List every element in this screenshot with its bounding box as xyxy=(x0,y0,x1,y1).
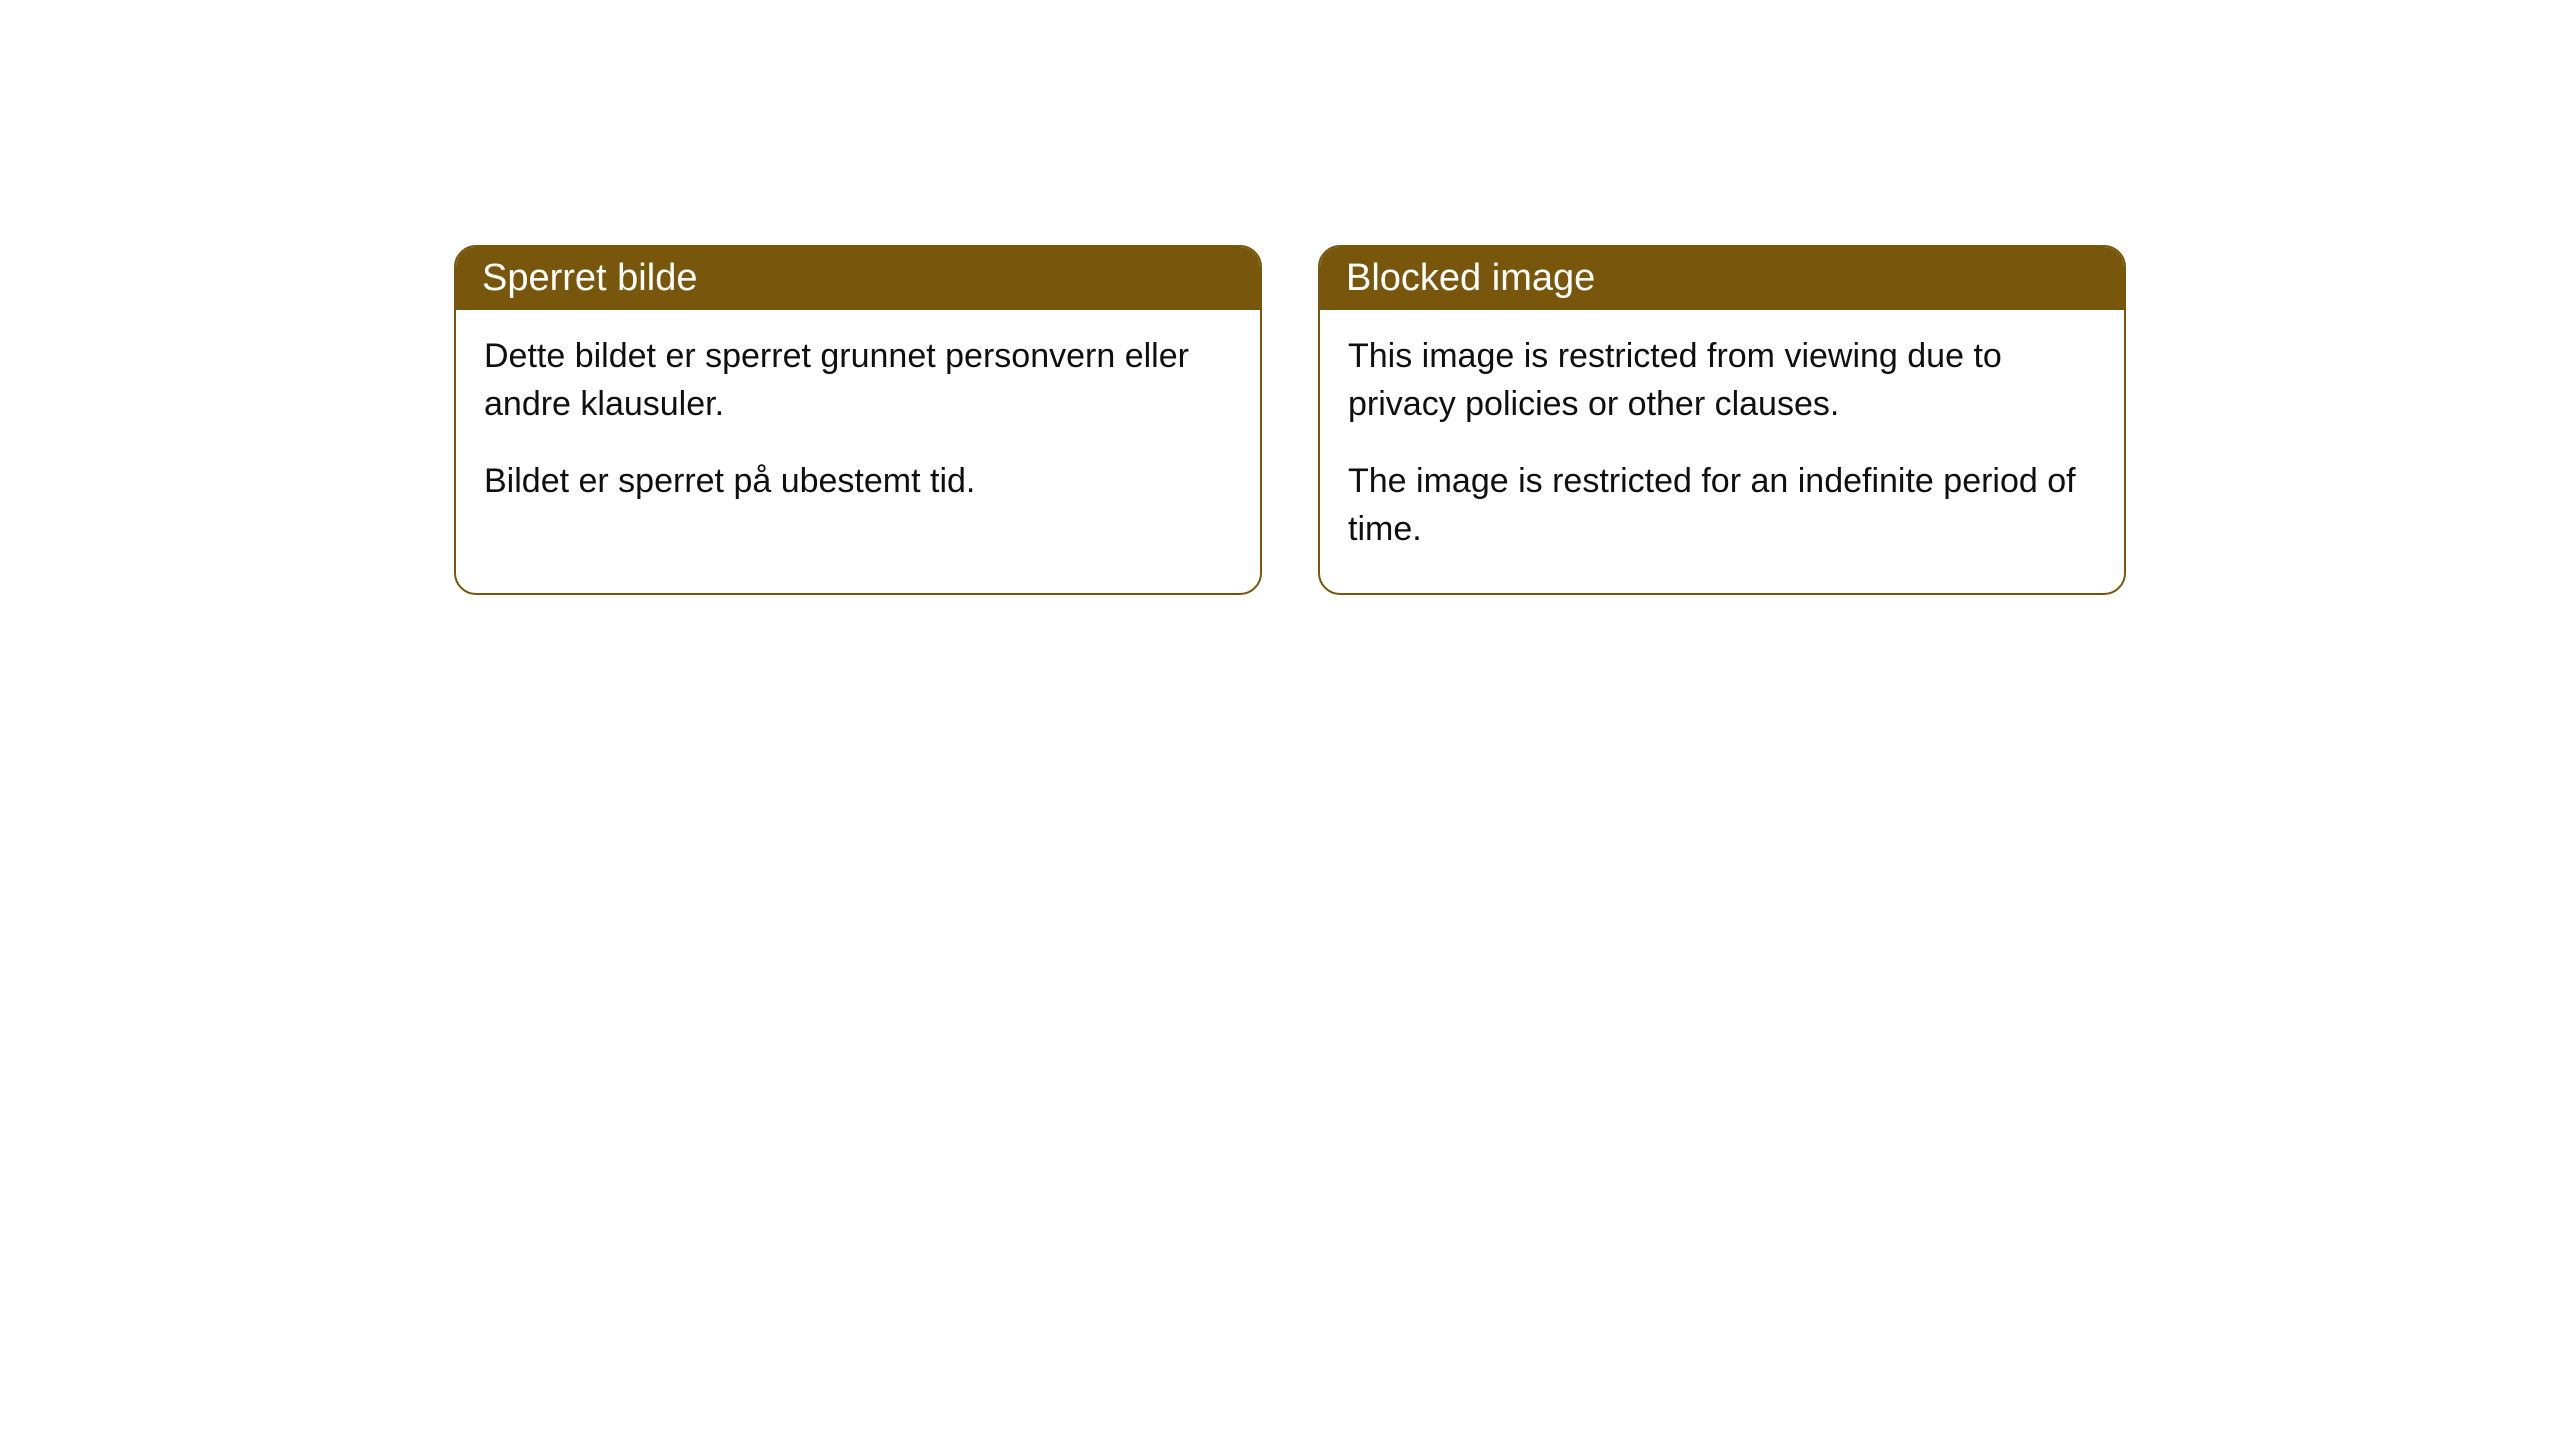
notice-header: Sperret bilde xyxy=(456,247,1260,310)
notice-header: Blocked image xyxy=(1320,247,2124,310)
notice-card-english: Blocked image This image is restricted f… xyxy=(1318,245,2126,595)
notice-paragraph-1: This image is restricted from viewing du… xyxy=(1348,332,2096,429)
notice-title: Blocked image xyxy=(1346,257,1595,299)
notice-body: Dette bildet er sperret grunnet personve… xyxy=(456,310,1260,545)
notice-card-norwegian: Sperret bilde Dette bildet er sperret gr… xyxy=(454,245,1262,595)
notice-paragraph-1: Dette bildet er sperret grunnet personve… xyxy=(484,332,1232,429)
notice-paragraph-2: The image is restricted for an indefinit… xyxy=(1348,457,2096,554)
notice-title: Sperret bilde xyxy=(482,257,697,299)
notice-paragraph-2: Bildet er sperret på ubestemt tid. xyxy=(484,457,1232,505)
notice-body: This image is restricted from viewing du… xyxy=(1320,310,2124,593)
notice-container: Sperret bilde Dette bildet er sperret gr… xyxy=(454,245,2126,595)
